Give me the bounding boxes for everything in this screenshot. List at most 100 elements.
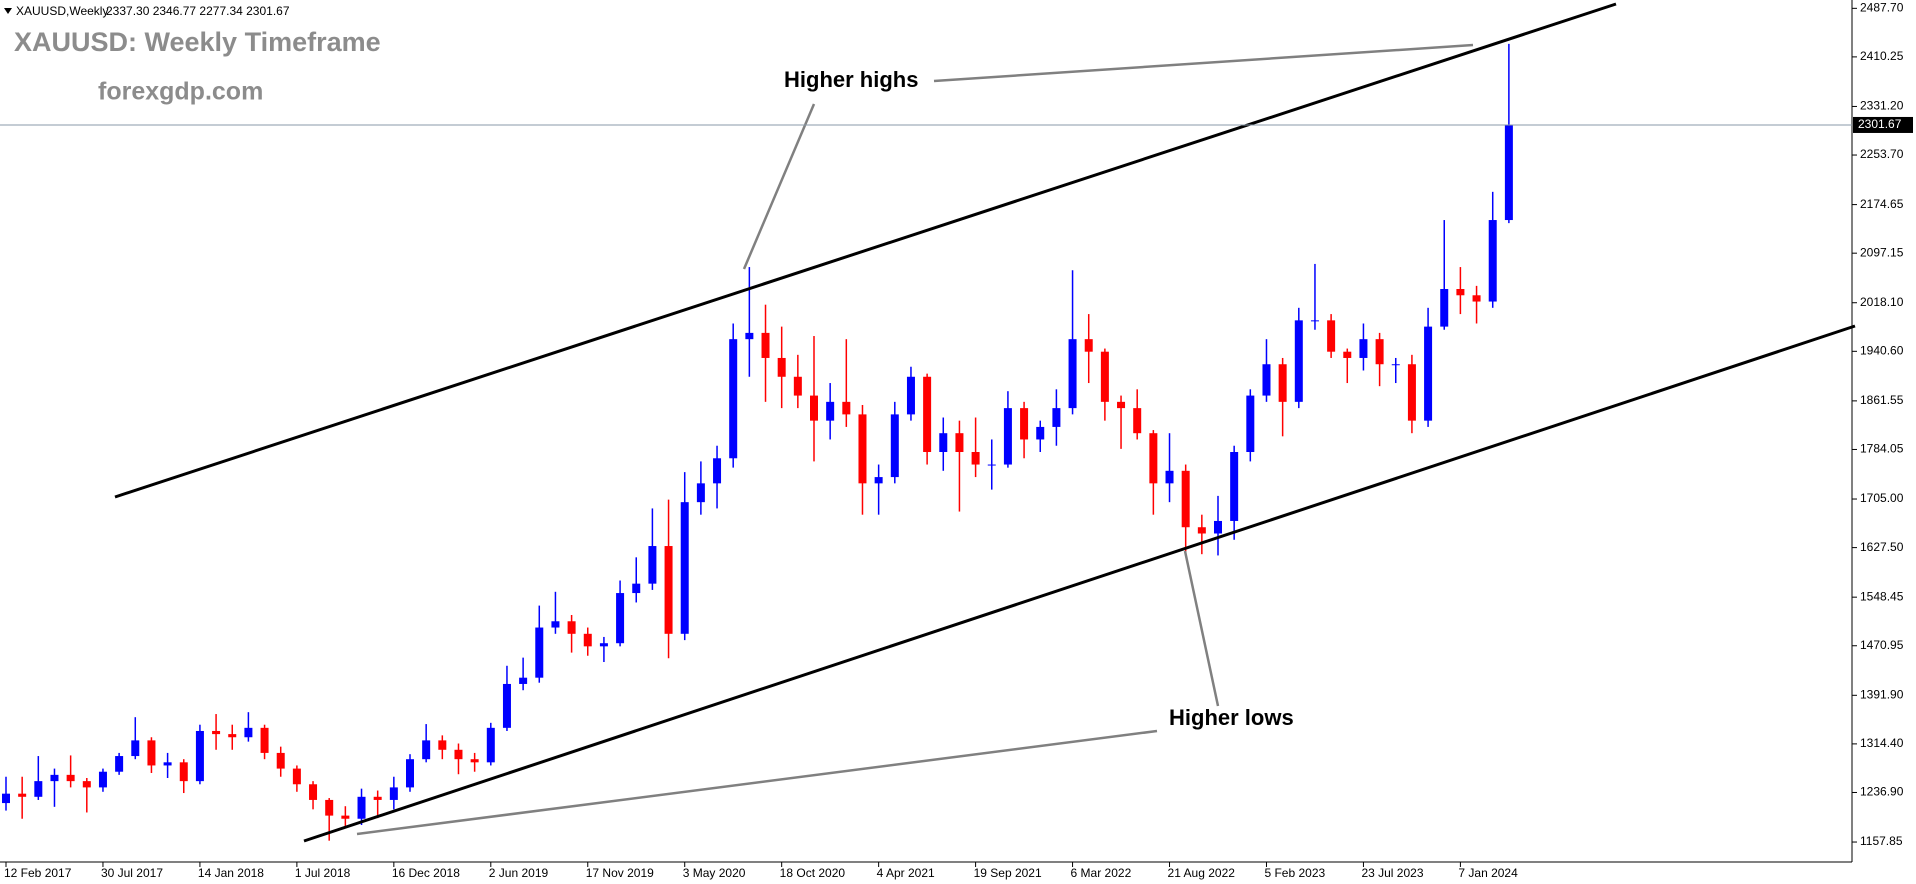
candle-body — [131, 740, 140, 757]
candle-body — [583, 633, 592, 647]
candle-body — [1343, 351, 1352, 358]
y-tick-label: 1627.50 — [1860, 540, 1904, 554]
candle-body — [163, 762, 172, 766]
candle-body — [195, 730, 204, 782]
candle-body — [1440, 289, 1449, 327]
current-price-label: 2301.67 — [1858, 117, 1902, 131]
chart-subtitle: forexgdp.com — [98, 78, 263, 106]
candle-body — [777, 357, 786, 377]
y-tick-label: 1470.95 — [1860, 638, 1904, 652]
y-tick-label: 2410.25 — [1860, 49, 1904, 63]
candle-body — [1197, 527, 1206, 534]
x-tick-label: 16 Dec 2018 — [392, 866, 460, 880]
candle-body — [1230, 452, 1239, 521]
candle-body — [1068, 339, 1077, 409]
candle-body — [1391, 364, 1400, 366]
candle-body — [1246, 395, 1255, 453]
candle-body — [1117, 401, 1126, 409]
candle-body — [438, 740, 447, 750]
y-tick-label: 1236.90 — [1860, 785, 1904, 799]
candle-body — [454, 749, 463, 760]
candle-body — [486, 727, 495, 763]
candle-body — [2, 793, 10, 804]
candle-body — [648, 546, 657, 584]
candle-body — [82, 781, 91, 788]
candle-body — [147, 740, 156, 766]
y-tick-label: 1548.45 — [1860, 589, 1904, 603]
candle-body — [357, 796, 366, 819]
candle-body — [955, 433, 964, 453]
candle-body — [309, 784, 318, 800]
candle-body — [939, 433, 948, 453]
y-tick-label: 1784.05 — [1860, 442, 1904, 456]
annotation-pointer — [933, 43, 1474, 83]
candle-body — [1327, 320, 1336, 352]
candle-body — [373, 796, 382, 800]
candle-body — [519, 677, 528, 684]
candle-body — [1504, 124, 1513, 221]
x-tick-label: 2 Jun 2019 — [489, 866, 549, 880]
candle-body — [1424, 326, 1433, 421]
y-tick-label: 2331.20 — [1860, 99, 1904, 113]
candle-body — [842, 401, 851, 415]
candle-body — [551, 621, 560, 628]
candle-body — [179, 762, 188, 782]
candle-body — [34, 781, 43, 797]
candle-body — [616, 593, 625, 644]
candle-body — [1036, 426, 1045, 440]
annotation-pointer — [1183, 550, 1220, 707]
candle-body — [276, 752, 285, 769]
candle-body — [1165, 470, 1174, 484]
y-tick-label: 2097.15 — [1860, 245, 1904, 259]
candle-body — [599, 643, 608, 647]
candle-body — [228, 734, 237, 738]
x-tick-label: 17 Nov 2019 — [586, 866, 654, 880]
x-tick-label: 23 Jul 2023 — [1361, 866, 1423, 880]
candle-body — [535, 627, 544, 678]
candle-body — [470, 759, 479, 763]
candle-body — [1310, 320, 1319, 322]
x-tick-label: 7 Jan 2024 — [1458, 866, 1518, 880]
candle-body — [696, 483, 705, 503]
x-tick-label: 4 Apr 2021 — [877, 866, 935, 880]
annotation: Higher highs — [784, 67, 918, 92]
candle-body — [1407, 364, 1416, 421]
candle-body — [325, 799, 334, 816]
x-tick-label: 14 Jan 2018 — [198, 866, 264, 880]
y-tick-label: 1861.55 — [1860, 393, 1904, 407]
plot-area — [2, 43, 1513, 841]
y-tick-label: 2174.65 — [1860, 197, 1904, 211]
candle-body — [66, 774, 75, 782]
x-tick-label: 5 Feb 2023 — [1264, 866, 1325, 880]
x-tick-label: 6 Mar 2022 — [1071, 866, 1132, 880]
candle-body — [292, 768, 301, 785]
candle-body — [680, 502, 689, 634]
candle-body — [422, 740, 431, 760]
candle-body — [987, 464, 996, 466]
annotation-pointer — [742, 103, 816, 270]
y-tick-label: 1391.90 — [1860, 687, 1904, 701]
candle-body — [826, 401, 835, 421]
candle-body — [1003, 408, 1012, 465]
candle-body — [890, 414, 899, 478]
candle-body — [632, 583, 641, 594]
y-tick-label: 2253.70 — [1860, 147, 1904, 161]
x-tick-label: 30 Jul 2017 — [101, 866, 163, 880]
candle-body — [50, 774, 59, 782]
candle-body — [971, 452, 980, 465]
candle-body — [1375, 339, 1384, 365]
x-tick-label: 3 May 2020 — [683, 866, 746, 880]
candle-body — [1084, 339, 1093, 352]
candle-body — [874, 477, 883, 484]
candle-body — [1133, 408, 1142, 434]
x-tick-label: 19 Sep 2021 — [974, 866, 1042, 880]
collapse-icon — [4, 8, 12, 14]
y-tick-label: 1705.00 — [1860, 491, 1904, 505]
annotation-pointer — [356, 729, 1158, 836]
ohlc-label: 2337.30 2346.77 2277.34 2301.67 — [106, 4, 290, 18]
current-price-box — [1853, 116, 1913, 133]
candle-body — [1262, 364, 1271, 396]
candle-body — [212, 730, 221, 735]
candle-body — [713, 458, 722, 484]
candle-body — [406, 759, 414, 788]
